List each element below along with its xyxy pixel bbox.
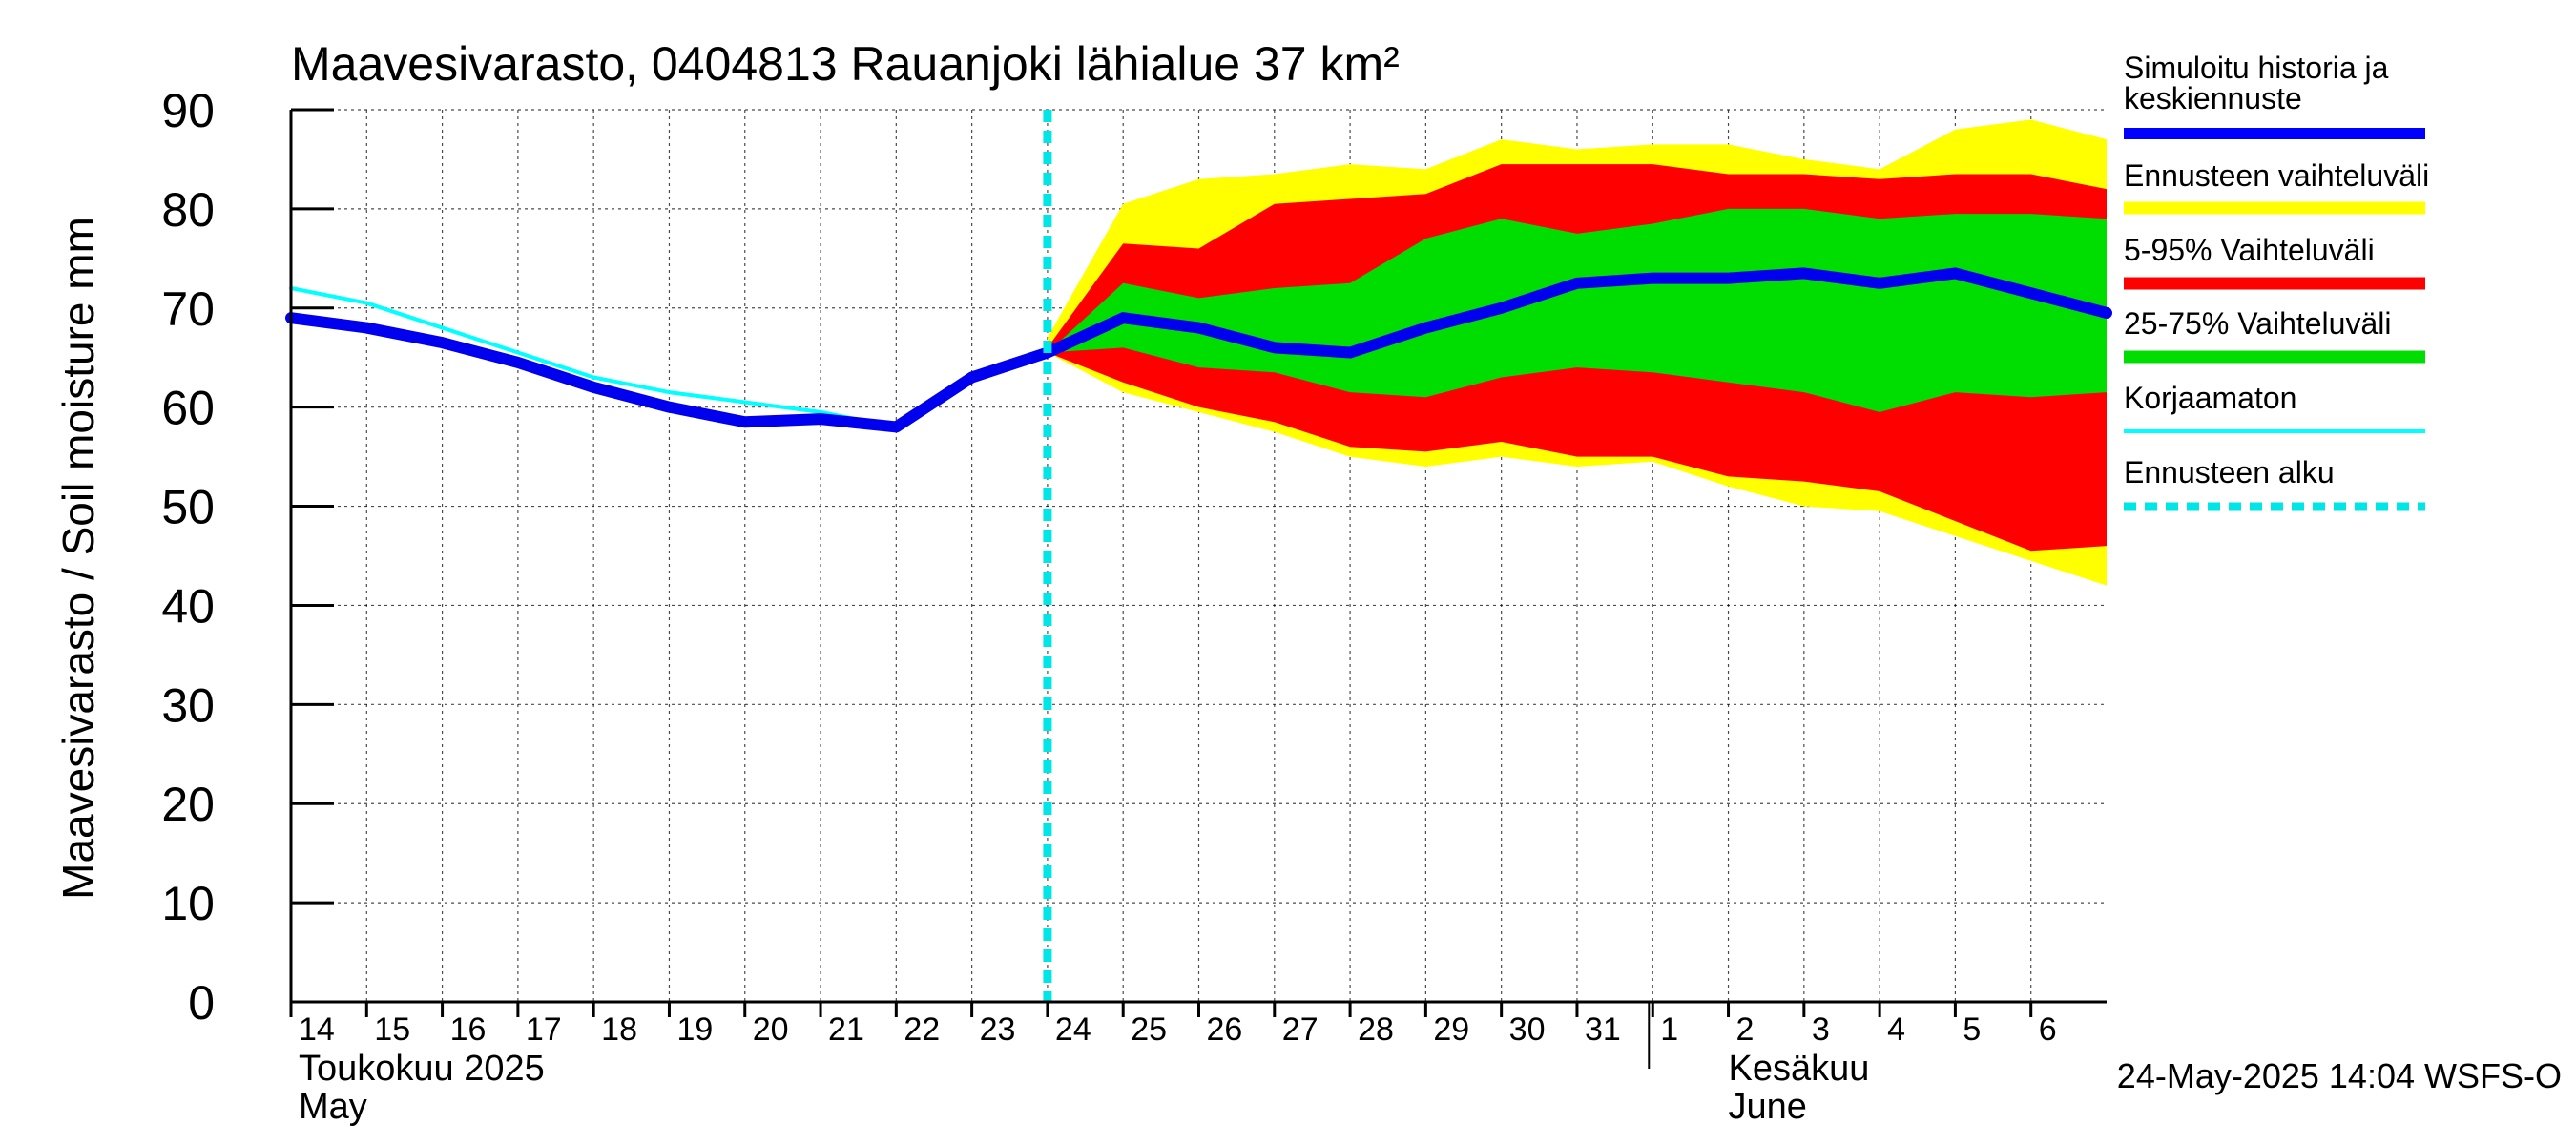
line-simuloitu-historia-ja-keskiennuste [285,267,2112,433]
x-tick-label: 23 [980,1011,1016,1048]
legend-item: Ennusteen vaihteluväli [2124,158,2429,215]
x-tick-label: 31 [1585,1011,1621,1048]
y-tick-label: 80 [161,183,215,237]
x-tick-label: 14 [299,1011,335,1048]
legend-label: Ennusteen alku [2124,455,2335,489]
legend-label: Ennusteen vaihteluväli [2124,158,2429,193]
legend-label: 25-75% Vaihteluväli [2124,306,2391,341]
x-tick-label: 19 [676,1011,713,1048]
plot-area [285,109,2112,1003]
legend-item: 5-95% Vaihteluväli [2124,233,2425,290]
x-tick-label: 22 [904,1011,940,1048]
y-tick-label: 40 [161,579,215,633]
x-tick-label: 4 [1887,1011,1905,1048]
x-tick-label: 20 [753,1011,789,1048]
x-tick-label: 1 [1660,1011,1678,1048]
y-tick-label: 10 [161,877,215,930]
line-korjaamaton [289,286,899,429]
y-axis-label: Maavesivarasto / Soil moisture mm [53,217,103,900]
y-tick-label: 90 [161,84,215,137]
x-tick-label: 24 [1055,1011,1091,1048]
x-tick-label: 21 [828,1011,864,1048]
legend-label: 5-95% Vaihteluväli [2124,233,2375,267]
chart-title: Maavesivarasto, 0404813 Rauanjoki lähial… [291,37,1400,91]
month-label-may-en: May [299,1087,367,1127]
x-tick-label: 27 [1282,1011,1319,1048]
month-label-june-en: June [1729,1087,1807,1127]
x-tick-label: 29 [1433,1011,1469,1048]
month-label-june-fi: Kesäkuu [1729,1049,1870,1089]
y-tick-label: 30 [161,678,215,732]
x-tick-label: 16 [450,1011,487,1048]
legend-item: Korjaamaton [2124,381,2425,433]
x-tick-label: 6 [2039,1011,2057,1048]
x-tick-label: 2 [1736,1011,1755,1048]
x-tick-label: 26 [1207,1011,1243,1048]
y-tick-label: 50 [161,481,215,534]
legend-item: Ennusteen alku [2124,455,2425,511]
legend-label: Simuloitu historia ja [2124,51,2389,85]
x-tick-label: 30 [1509,1011,1546,1048]
band-25-75-vaihteluv-li [1047,208,2107,412]
x-tick-label: 17 [526,1011,562,1048]
x-tick-label: 15 [374,1011,410,1048]
x-tick-label: 5 [1963,1011,1981,1048]
x-tick-label: 3 [1812,1011,1830,1048]
y-tick-label: 70 [161,282,215,336]
y-tick-label: 60 [161,382,215,435]
month-label-may-fi: Toukokuu 2025 [299,1049,545,1089]
legend-item: 25-75% Vaihteluväli [2124,306,2425,364]
x-tick-label: 18 [601,1011,637,1048]
y-tick-label: 0 [188,976,215,1030]
x-tick-label: 25 [1131,1011,1167,1048]
y-tick-label: 20 [161,778,215,831]
timestamp-footer: 24-May-2025 14:04 WSFS-O [2117,1056,2562,1095]
legend-label: Korjaamaton [2124,381,2296,415]
x-tick-label: 28 [1358,1011,1394,1048]
legend-label: keskiennuste [2124,81,2302,115]
